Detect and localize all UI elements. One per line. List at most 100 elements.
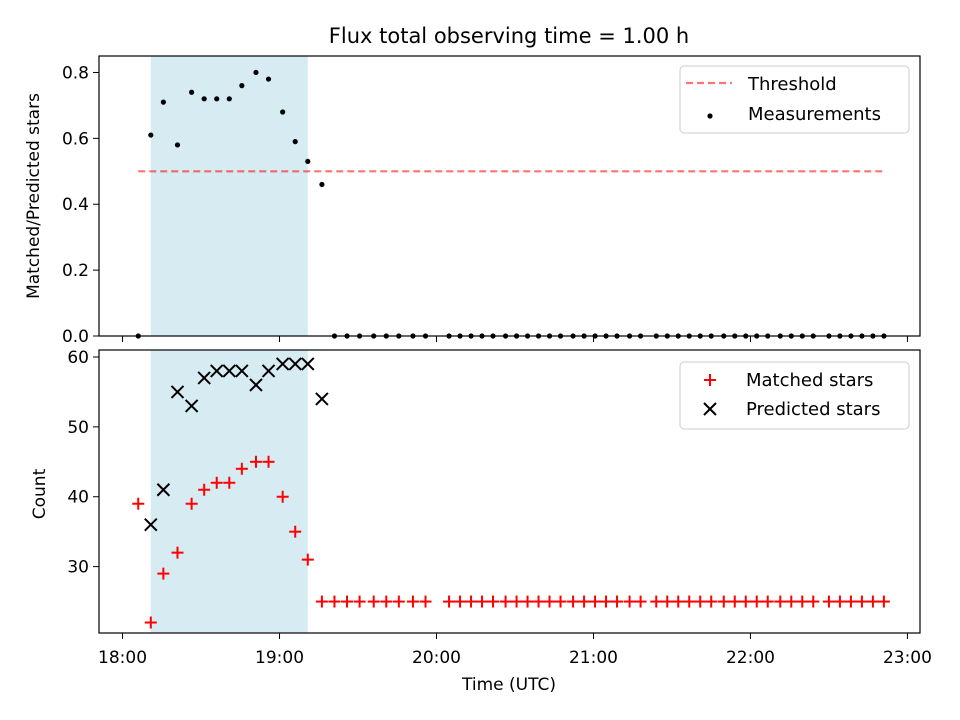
measurement-point [226,96,232,102]
matched-stars-point [785,595,798,608]
matched-stars-point [567,595,580,608]
matched-stars-point [289,525,302,538]
predicted-stars-point [249,378,263,392]
matched-stars-point [796,595,809,608]
ratio-plot-frame [98,55,921,337]
predicted-stars-point [210,364,224,378]
matched-stars-point [198,483,211,496]
predicted-marker-b [288,357,302,371]
matched-stars-point [855,595,868,608]
matched-stars-point [833,595,846,608]
matched-stars-point [750,595,763,608]
predicted-marker-b [210,364,224,378]
threshold-legend-label: Threshold [747,74,837,95]
matched-stars-point [392,595,405,608]
matched-stars-point [210,476,223,489]
matched-stars-point [499,595,512,608]
matched-stars-point [406,595,419,608]
predicted-stars-point [197,371,211,385]
count-plot-frame [98,349,921,634]
measurement-point [189,89,195,95]
matched-stars-point [301,553,314,566]
matched-stars-point [728,595,741,608]
x-tick-label: 18:00 [98,648,147,668]
matched-stars-point [262,455,275,468]
matched-stars-point [578,595,591,608]
matched-stars-point [132,497,145,510]
measurement-point [148,132,154,138]
matched-stars-point [380,595,393,608]
matched-stars-point [476,595,489,608]
matched-stars-point [532,595,545,608]
matched-stars-point [510,595,523,608]
measurement-point [174,142,181,148]
predicted-legend-swatch [703,402,717,416]
matched-stars-point [185,497,198,510]
measurement-point [201,96,207,102]
matched-stars-point [694,595,707,608]
matched-stars-point [774,595,787,608]
x-tick-label: 20:00 [412,648,461,668]
ratio-y-axis-label: Matched/Predicted stars [24,93,44,299]
matched-stars-point [223,476,236,489]
predicted-stars-point [275,357,290,371]
measurement-point [292,139,298,145]
matched-stars-point [276,490,289,503]
matched-stars-point [611,595,624,608]
measurement-point [160,99,166,105]
x-tick-label: 23:00 [883,648,932,668]
measurements-legend-label: Measurements [748,104,881,125]
predicted-marker-b [170,385,185,399]
predicted-marker-b [235,364,249,378]
ratio-legend-box [679,65,910,134]
matched-stars-point [717,595,730,608]
matched-stars-point [554,595,567,608]
matched-stars-point [419,595,432,608]
predicted-marker-b [222,364,236,378]
matched-stars-point [144,616,157,629]
matched-stars-point [807,595,820,608]
predicted-stars-point [170,385,185,399]
predicted-marker-b [144,517,158,532]
matched-stars-point [661,595,674,608]
matched-stars-point [157,567,170,580]
matched-stars-point [705,595,718,608]
predicted-marker-b [184,399,199,413]
x-tick-label: 22:00 [726,648,775,668]
measurement-point [253,69,259,76]
measurements-legend-swatch [707,113,713,119]
matched-stars-point [315,595,328,608]
ratio-y-tick-label: 0.0 [62,327,89,347]
predicted-marker-b [315,392,329,406]
matched-stars-point [683,595,696,608]
matched-stars-point [328,595,341,608]
ratio-y-tick-label: 0.6 [62,129,89,149]
matched-stars-point [521,595,534,608]
measurement-point [280,109,286,115]
matched-stars-point [353,595,366,608]
matched-stars-point [761,595,774,608]
predicted-marker-b [156,483,171,497]
matched-stars-point [822,595,835,608]
figure-title: Flux total observing time = 1.00 h [329,24,689,48]
predicted-stars-point [315,392,329,406]
count-y-axis-label: Count [30,468,50,519]
matched-stars-point [235,462,248,475]
predicted-stars-point [288,357,302,371]
ratio-legend: Threshold Measurements [679,65,910,134]
x-tick-label: 19:00 [255,648,304,668]
matched-stars-point [739,595,752,608]
measurement-point [214,96,220,102]
measurement-point [239,83,245,89]
count-legend-box [679,361,910,430]
matched-stars-point [249,455,262,468]
x-axis-label: Time (UTC) [461,675,556,695]
predicted-legend-label: Predicted stars [746,399,880,420]
predicted-marker-b [249,378,263,392]
matched-stars-point [866,595,879,608]
matched-stars-point [443,595,456,608]
count-y-tick-label: 60 [67,348,89,368]
matched-stars-point [367,595,380,608]
matched-stars-point [341,595,354,608]
